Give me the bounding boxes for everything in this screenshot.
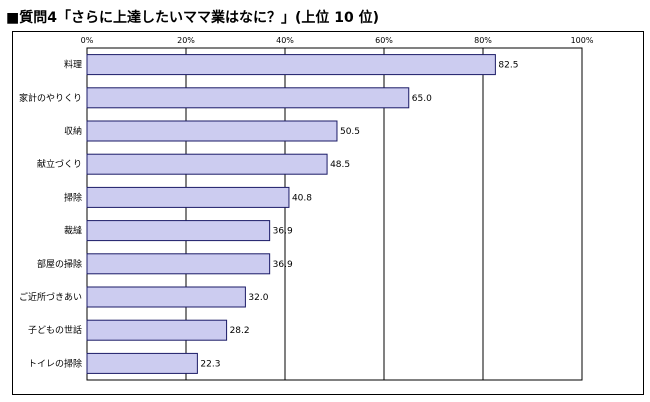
category-label: 献立づくり [37,158,82,170]
value-label: 36.9 [273,227,293,237]
value-label: 28.2 [230,326,250,336]
category-label: 収納 [64,125,82,137]
x-tick-label: 100% [571,36,594,45]
category-label: 家計のやりくり [19,92,82,104]
category-label: 裁縫 [64,225,82,237]
bar-4 [86,153,328,175]
bar-7 [86,253,271,275]
bar-10 [86,352,198,374]
category-label: 部屋の掃除 [37,258,82,270]
x-tick-label: 20% [177,36,195,45]
chart-frame [12,31,644,395]
bar-2 [86,87,410,109]
x-tick-label: 60% [375,36,393,45]
value-label: 40.8 [292,193,312,203]
bar-1 [86,54,496,76]
value-label: 65.0 [412,94,432,104]
value-label: 36.9 [273,260,293,270]
category-label: 子どもの世話 [28,324,82,336]
value-label: 48.5 [330,160,350,170]
bar-6 [86,220,271,242]
bar-9 [86,319,228,341]
category-label: 料理 [64,59,82,71]
x-tick-label: 0% [81,36,94,45]
bar-3 [86,120,338,142]
value-label: 82.5 [498,61,518,71]
x-tick-label: 80% [474,36,492,45]
value-label: 32.0 [248,293,268,303]
chart-title: ■質問4「さらに上達したいママ業はなに？」(上位 10 位) [6,10,379,26]
bar-8 [86,286,246,308]
value-label: 50.5 [340,127,360,137]
value-label: 22.3 [200,359,220,369]
category-label: ご近所づきあい [19,291,82,303]
category-label: 掃除 [64,191,82,203]
bar-5 [86,186,290,208]
category-label: トイレの掃除 [28,357,82,369]
x-tick-label: 40% [276,36,294,45]
